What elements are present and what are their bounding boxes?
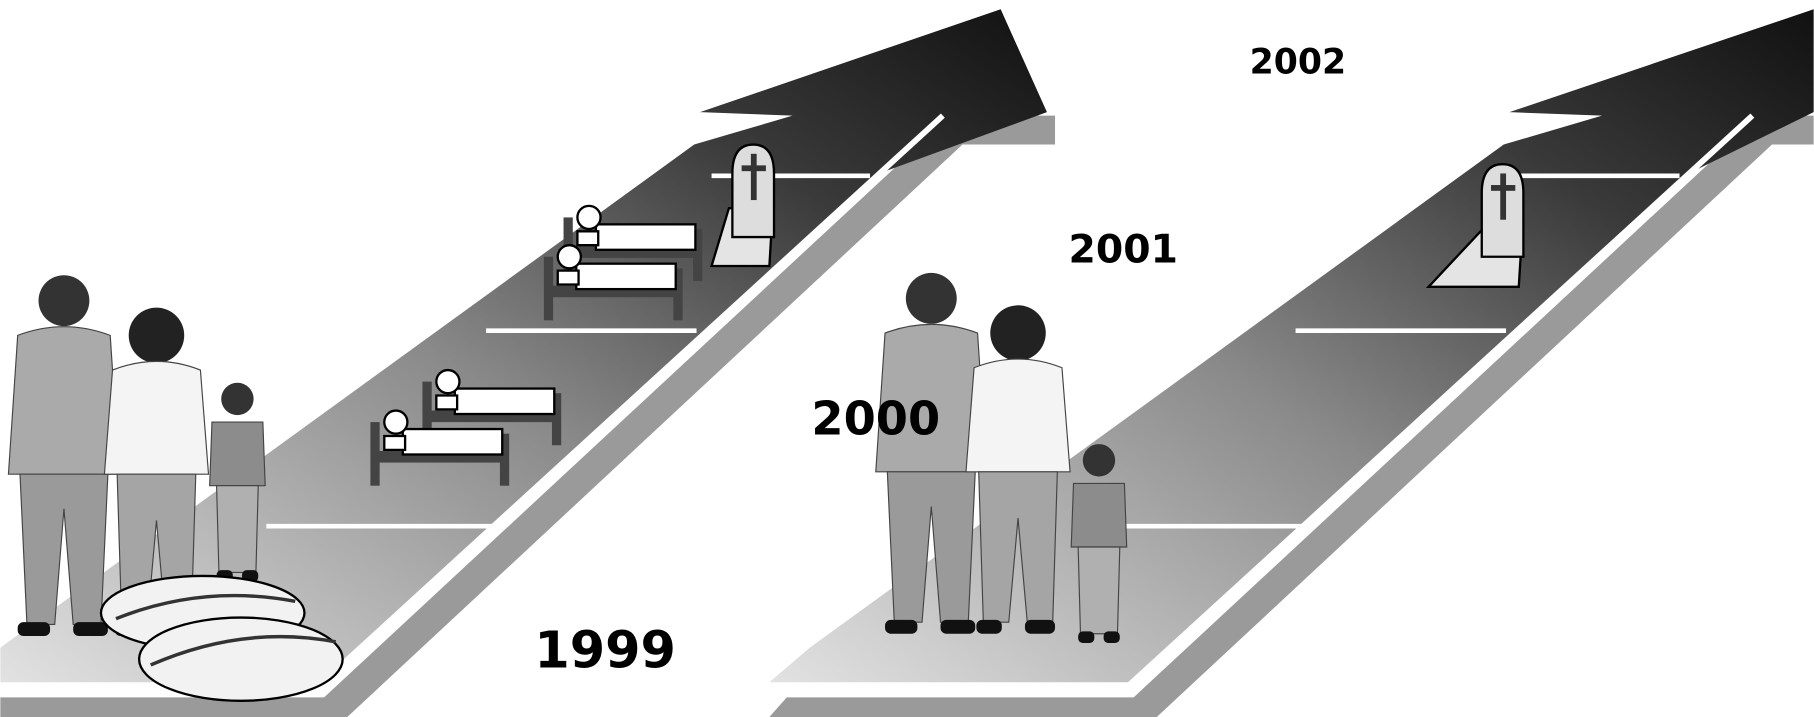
family-left-part [210, 383, 266, 582]
illustration: 1999 2000 2001 2002 [0, 0, 1814, 717]
family-left-part [8, 275, 119, 636]
year-label: 1999 [534, 620, 676, 679]
year-label: 2000 [811, 392, 940, 446]
grave-right-part [1482, 164, 1524, 257]
grave-left-part [732, 145, 774, 238]
family-right [876, 273, 1127, 643]
year-label: 2002 [1250, 43, 1347, 83]
pills-part [139, 618, 343, 701]
year-label: 2001 [1069, 228, 1178, 273]
page: 1999 2000 2001 2002 (() => { const data … [0, 0, 1814, 717]
